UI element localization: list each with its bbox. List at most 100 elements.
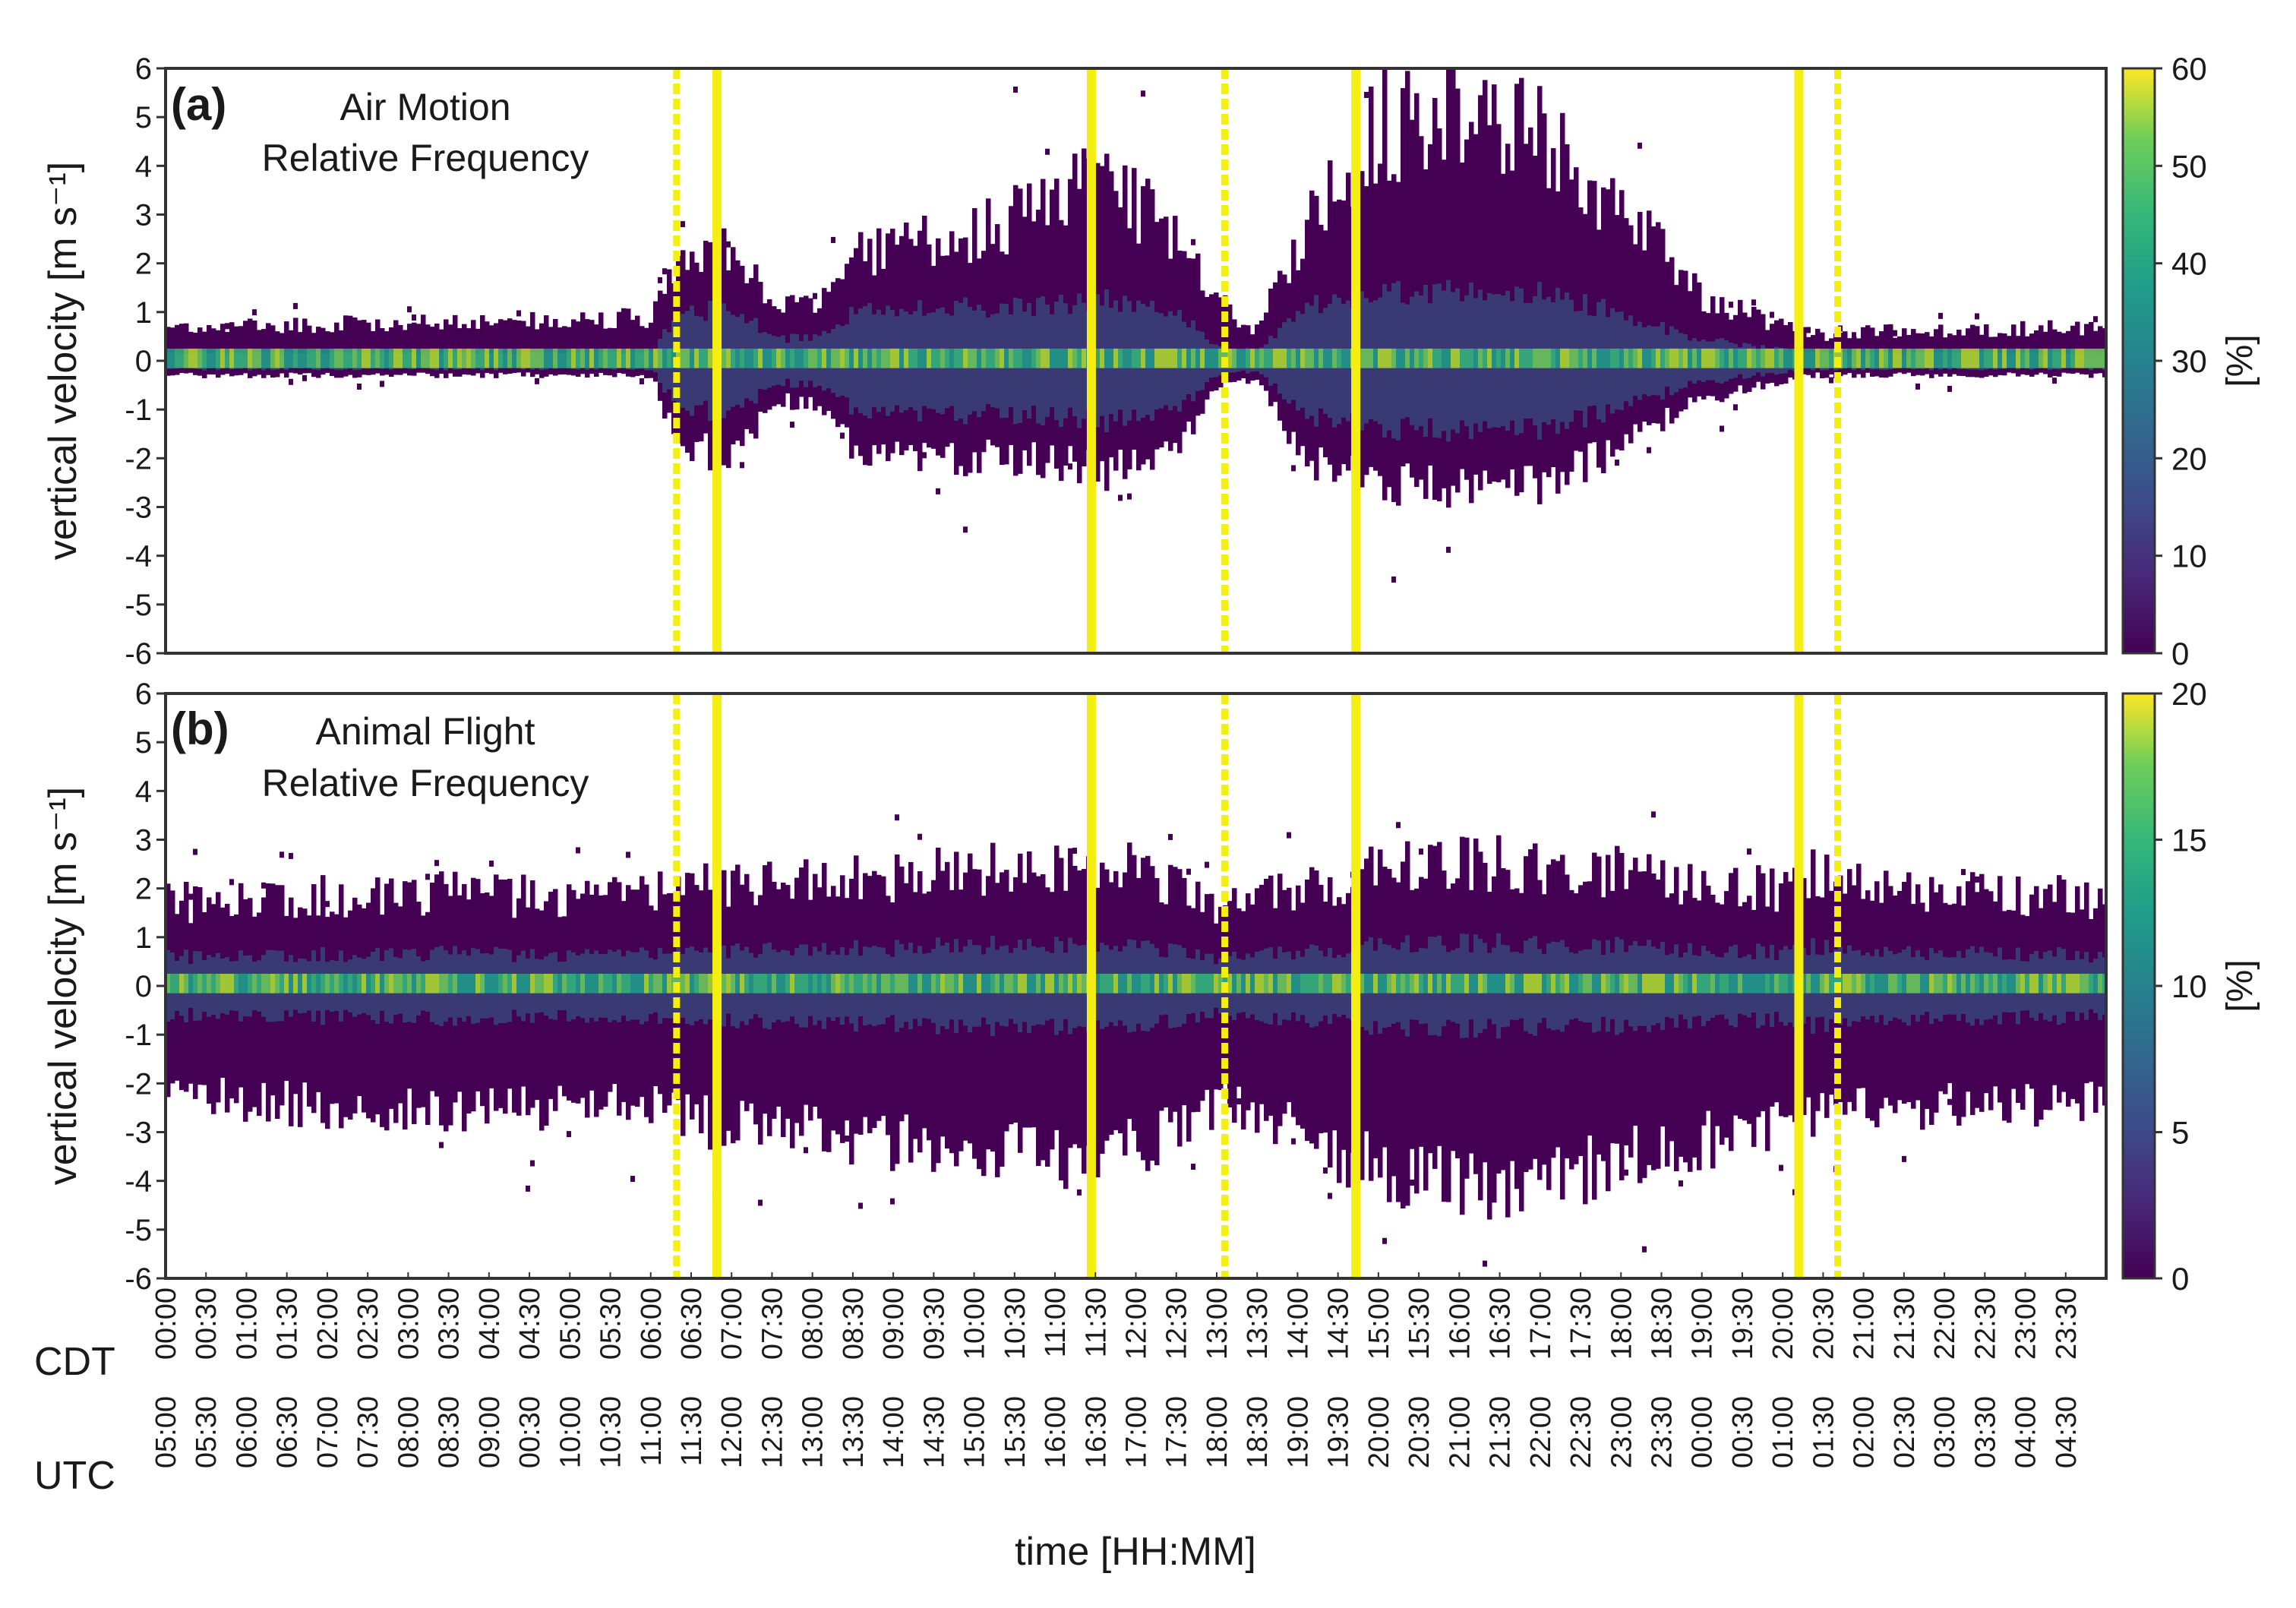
heat-peak <box>307 973 312 994</box>
heat-column <box>1606 189 1611 441</box>
air-motion-heatmap <box>166 60 2106 583</box>
heat-peak <box>854 348 859 368</box>
heat-peak <box>2020 348 2026 368</box>
heat-outlier <box>1961 869 1966 876</box>
heat-peak <box>1952 973 1957 994</box>
heat-peak <box>1583 973 1588 994</box>
heat-column <box>1583 881 1588 1205</box>
heat-peak <box>2020 973 2026 994</box>
heat-peak <box>621 973 627 994</box>
x-tick-label-utc: 10:00 <box>554 1396 586 1468</box>
heat-peak <box>585 973 590 994</box>
colorbar-tick-label: 20 <box>2171 676 2207 712</box>
heat-peak <box>1013 973 1019 994</box>
heat-peak <box>1934 348 1939 368</box>
heat-peak <box>1665 973 1670 994</box>
heat-peak <box>1132 348 1137 368</box>
x-tick-label-cdt: 17:30 <box>1565 1287 1597 1360</box>
heat-peak <box>1870 973 1875 994</box>
heat-peak <box>1578 348 1584 368</box>
heat-peak <box>1373 348 1379 368</box>
heat-peak <box>2052 348 2058 368</box>
ylabel-b: vertical velocity [m s⁻¹] <box>41 787 85 1185</box>
y-tick-label: -6 <box>125 637 152 671</box>
heat-peak <box>1802 973 1807 994</box>
heat-peak <box>1956 973 1962 994</box>
heat-peak <box>876 348 882 368</box>
heat-column <box>649 905 654 1123</box>
heat-peak <box>1906 973 1912 994</box>
heat-peak <box>1524 973 1529 994</box>
heat-peak <box>1505 348 1511 368</box>
heat-peak <box>963 348 968 368</box>
heat-peak <box>1319 348 1324 368</box>
heat-peak <box>371 348 376 368</box>
heat-peak <box>1437 973 1442 994</box>
heat-peak <box>1309 348 1315 368</box>
heat-outlier <box>1068 463 1072 470</box>
heat-column <box>1720 904 1725 1145</box>
heat-peak <box>658 973 663 994</box>
heat-peak <box>1341 348 1347 368</box>
heat-column <box>1537 880 1543 1180</box>
heat-outlier <box>1642 1246 1647 1253</box>
heat-peak <box>1191 348 1196 368</box>
heat-peak <box>1697 973 1702 994</box>
heat-outlier <box>630 1176 635 1183</box>
heat-peak <box>1410 973 1415 994</box>
heat-peak <box>731 348 736 368</box>
heat-peak <box>1063 973 1069 994</box>
heat-peak <box>1432 348 1438 368</box>
heat-column <box>503 320 508 374</box>
heat-peak <box>804 348 809 368</box>
heat-peak <box>913 348 918 368</box>
y-tick-label: 4 <box>135 775 152 808</box>
heat-outlier <box>804 1147 808 1154</box>
heat-peak <box>375 973 381 994</box>
heat-peak <box>931 348 936 368</box>
heat-peak <box>403 348 408 368</box>
heat-peak <box>917 348 923 368</box>
heat-peak <box>1000 348 1005 368</box>
heat-peak <box>553 973 558 994</box>
heat-peak <box>1063 348 1069 368</box>
x-ticks-utc: 05:00 05:30 06:00 06:30 07:00 07:30 08:00 08:30… <box>150 1396 2083 1468</box>
heat-outlier <box>1647 447 1651 453</box>
heat-peak <box>562 348 567 368</box>
heat-column <box>1469 889 1474 1154</box>
heat-peak <box>380 973 385 994</box>
heat-peak <box>2025 348 2030 368</box>
heat-peak <box>516 973 522 994</box>
heat-peak <box>972 348 977 368</box>
heat-peak <box>184 973 189 994</box>
heat-outlier <box>1442 60 1446 66</box>
heat-column <box>1679 904 1684 1157</box>
heat-peak <box>302 348 308 368</box>
heat-column <box>1410 889 1415 1149</box>
heat-peak <box>1004 973 1009 994</box>
heat-column <box>1656 879 1661 1169</box>
heat-outlier <box>1651 811 1656 818</box>
heat-peak <box>1715 973 1720 994</box>
heat-peak <box>1054 973 1060 994</box>
heat-peak <box>1305 348 1310 368</box>
x-tick-label-utc: 07:00 <box>312 1396 344 1468</box>
heat-column <box>2007 909 2012 1123</box>
x-tick-label-cdt: 22:30 <box>1969 1287 2001 1360</box>
y-tick-label: -4 <box>125 1165 152 1199</box>
heat-column <box>1396 882 1401 1202</box>
heat-column <box>1920 902 1925 1130</box>
x-tick-label-cdt: 14:30 <box>1323 1287 1355 1360</box>
heat-outlier <box>726 241 731 248</box>
heat-peak <box>1697 348 1702 368</box>
heat-peak <box>881 973 886 994</box>
heat-peak <box>1300 973 1306 994</box>
heat-outlier <box>357 384 362 390</box>
heat-column <box>1601 897 1606 1161</box>
heat-column <box>1446 889 1451 1202</box>
heat-peak <box>220 348 226 368</box>
heat-column <box>1514 888 1520 1189</box>
colorbar-b: 0 5 10 15 20 [%] <box>2121 676 2260 1297</box>
heat-peak <box>781 348 786 368</box>
